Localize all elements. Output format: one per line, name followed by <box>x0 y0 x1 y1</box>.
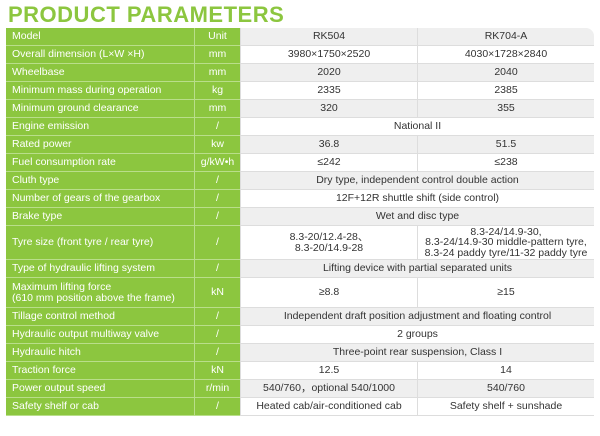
row-value: 355 <box>417 100 594 118</box>
row-label: Minimum ground clearance <box>6 100 194 118</box>
row-value: ≤238 <box>417 154 594 172</box>
row-value: 3980×1750×2520 <box>240 46 417 64</box>
row-value: ≥15 <box>417 278 594 308</box>
table-row: Brake type / Wet and disc type <box>6 208 594 226</box>
row-value: Wet and disc type <box>240 208 594 226</box>
row-value: Heated cab/air-conditioned cab <box>240 398 417 416</box>
row-unit: / <box>194 326 240 344</box>
row-value: 4030×1728×2840 <box>417 46 594 64</box>
table-row: Type of hydraulic lifting system / Lifting… <box>6 260 594 278</box>
row-unit: r/min <box>194 380 240 398</box>
row-value: RK504 <box>240 28 417 46</box>
row-label: Traction force <box>6 362 194 380</box>
table-row: Tyre size (front tyre / rear tyre)/8.3-2… <box>6 226 594 260</box>
table-row: Safety shelf or cab / Heated cab/air-condi… <box>6 398 594 416</box>
row-unit: kg <box>194 82 240 100</box>
row-value: 36.8 <box>240 136 417 154</box>
table-row: Minimum ground clearance mm 320 355 <box>6 100 594 118</box>
parameter-table: Model Unit RK504 RK704-A Overall dimension (… <box>6 28 594 416</box>
row-value: 8.3-24/14.9-30, 8.3-24/14.9-30 middle-pa… <box>417 226 594 260</box>
table-row: Tillage control method / Independent draft… <box>6 308 594 326</box>
row-unit: / <box>194 344 240 362</box>
title: PRODUCT PARAMETERS <box>8 2 285 27</box>
row-label: Model <box>6 28 194 46</box>
table-row: Fuel consumption rate g/kW•h ≤242 ≤238 <box>6 154 594 172</box>
row-value: Three-point rear suspension, Class I <box>240 344 594 362</box>
table-row: Overall dimension (L×W ×H) mm 3980×1750×25… <box>6 46 594 64</box>
table-row: Traction force kN 12.5 14 <box>6 362 594 380</box>
row-label: Wheelbase <box>6 64 194 82</box>
row-unit: kw <box>194 136 240 154</box>
row-value: 12.5 <box>240 362 417 380</box>
row-value: 2020 <box>240 64 417 82</box>
row-value: ≥8.8 <box>240 278 417 308</box>
row-unit: / <box>194 208 240 226</box>
row-unit: mm <box>194 46 240 64</box>
row-label: Overall dimension (L×W ×H) <box>6 46 194 64</box>
row-unit: / <box>194 398 240 416</box>
table-row: Wheelbase mm 2020 2040 <box>6 64 594 82</box>
row-label: Safety shelf or cab <box>6 398 194 416</box>
row-unit: Unit <box>194 28 240 46</box>
row-label: Power output speed <box>6 380 194 398</box>
row-label: Engine emission <box>6 118 194 136</box>
row-value: Independent draft position adjustment an… <box>240 308 594 326</box>
row-label: Number of gears of the gearbox <box>6 190 194 208</box>
row-value: 8.3-20/12.4-28、 8.3-20/14.9-28 <box>240 226 417 260</box>
row-label: Hydraulic output multiway valve <box>6 326 194 344</box>
table-row: Engine emission / National II <box>6 118 594 136</box>
row-label: Cluth type <box>6 172 194 190</box>
row-unit: mm <box>194 100 240 118</box>
row-value: Dry type, independent control double act… <box>240 172 594 190</box>
row-label: Tillage control method <box>6 308 194 326</box>
row-unit: / <box>194 118 240 136</box>
row-unit: g/kW•h <box>194 154 240 172</box>
row-label: Rated power <box>6 136 194 154</box>
row-value: 2 groups <box>240 326 594 344</box>
row-unit: / <box>194 226 240 260</box>
row-value: 2040 <box>417 64 594 82</box>
table-row: Cluth type / Dry type, independent control… <box>6 172 594 190</box>
row-label: Type of hydraulic lifting system <box>6 260 194 278</box>
row-value: 540/760 <box>417 380 594 398</box>
row-label: Tyre size (front tyre / rear tyre) <box>6 226 194 260</box>
table-row: Rated power kw 36.8 51.5 <box>6 136 594 154</box>
table-row: Model Unit RK504 RK704-A <box>6 28 594 46</box>
row-unit: kN <box>194 362 240 380</box>
table-row: Hydraulic output multiway valve/2 groups <box>6 326 594 344</box>
row-value: Safety shelf + sunshade <box>417 398 594 416</box>
row-unit: / <box>194 308 240 326</box>
row-unit: / <box>194 190 240 208</box>
row-value: 12F+12R shuttle shift (side control) <box>240 190 594 208</box>
row-value: 320 <box>240 100 417 118</box>
row-value: ≤242 <box>240 154 417 172</box>
row-value: National II <box>240 118 594 136</box>
row-label: Fuel consumption rate <box>6 154 194 172</box>
table-row: Minimum mass during operation kg 2335 2385 <box>6 82 594 100</box>
table-row: Maximum lifting force (610 mm position a… <box>6 278 594 308</box>
row-value: 2385 <box>417 82 594 100</box>
row-unit: kN <box>194 278 240 308</box>
row-label: Minimum mass during operation <box>6 82 194 100</box>
row-value: Lifting device with partial separated un… <box>240 260 594 278</box>
row-value: 540/760，optional 540/1000 <box>240 380 417 398</box>
row-value: 14 <box>417 362 594 380</box>
row-value: 51.5 <box>417 136 594 154</box>
row-label: Hydraulic hitch <box>6 344 194 362</box>
row-value: 2335 <box>240 82 417 100</box>
row-label: Brake type <box>6 208 194 226</box>
row-label: Maximum lifting force (610 mm position a… <box>6 278 194 308</box>
table-row: Hydraulic hitch / Three-point rear suspens… <box>6 344 594 362</box>
row-unit: / <box>194 260 240 278</box>
table-row: Number of gears of the gearbox/12F+12R s… <box>6 190 594 208</box>
row-unit: / <box>194 172 240 190</box>
row-value: RK704-A <box>417 28 594 46</box>
table-row: Power output speed r/min 540/760，optional … <box>6 380 594 398</box>
row-unit: mm <box>194 64 240 82</box>
